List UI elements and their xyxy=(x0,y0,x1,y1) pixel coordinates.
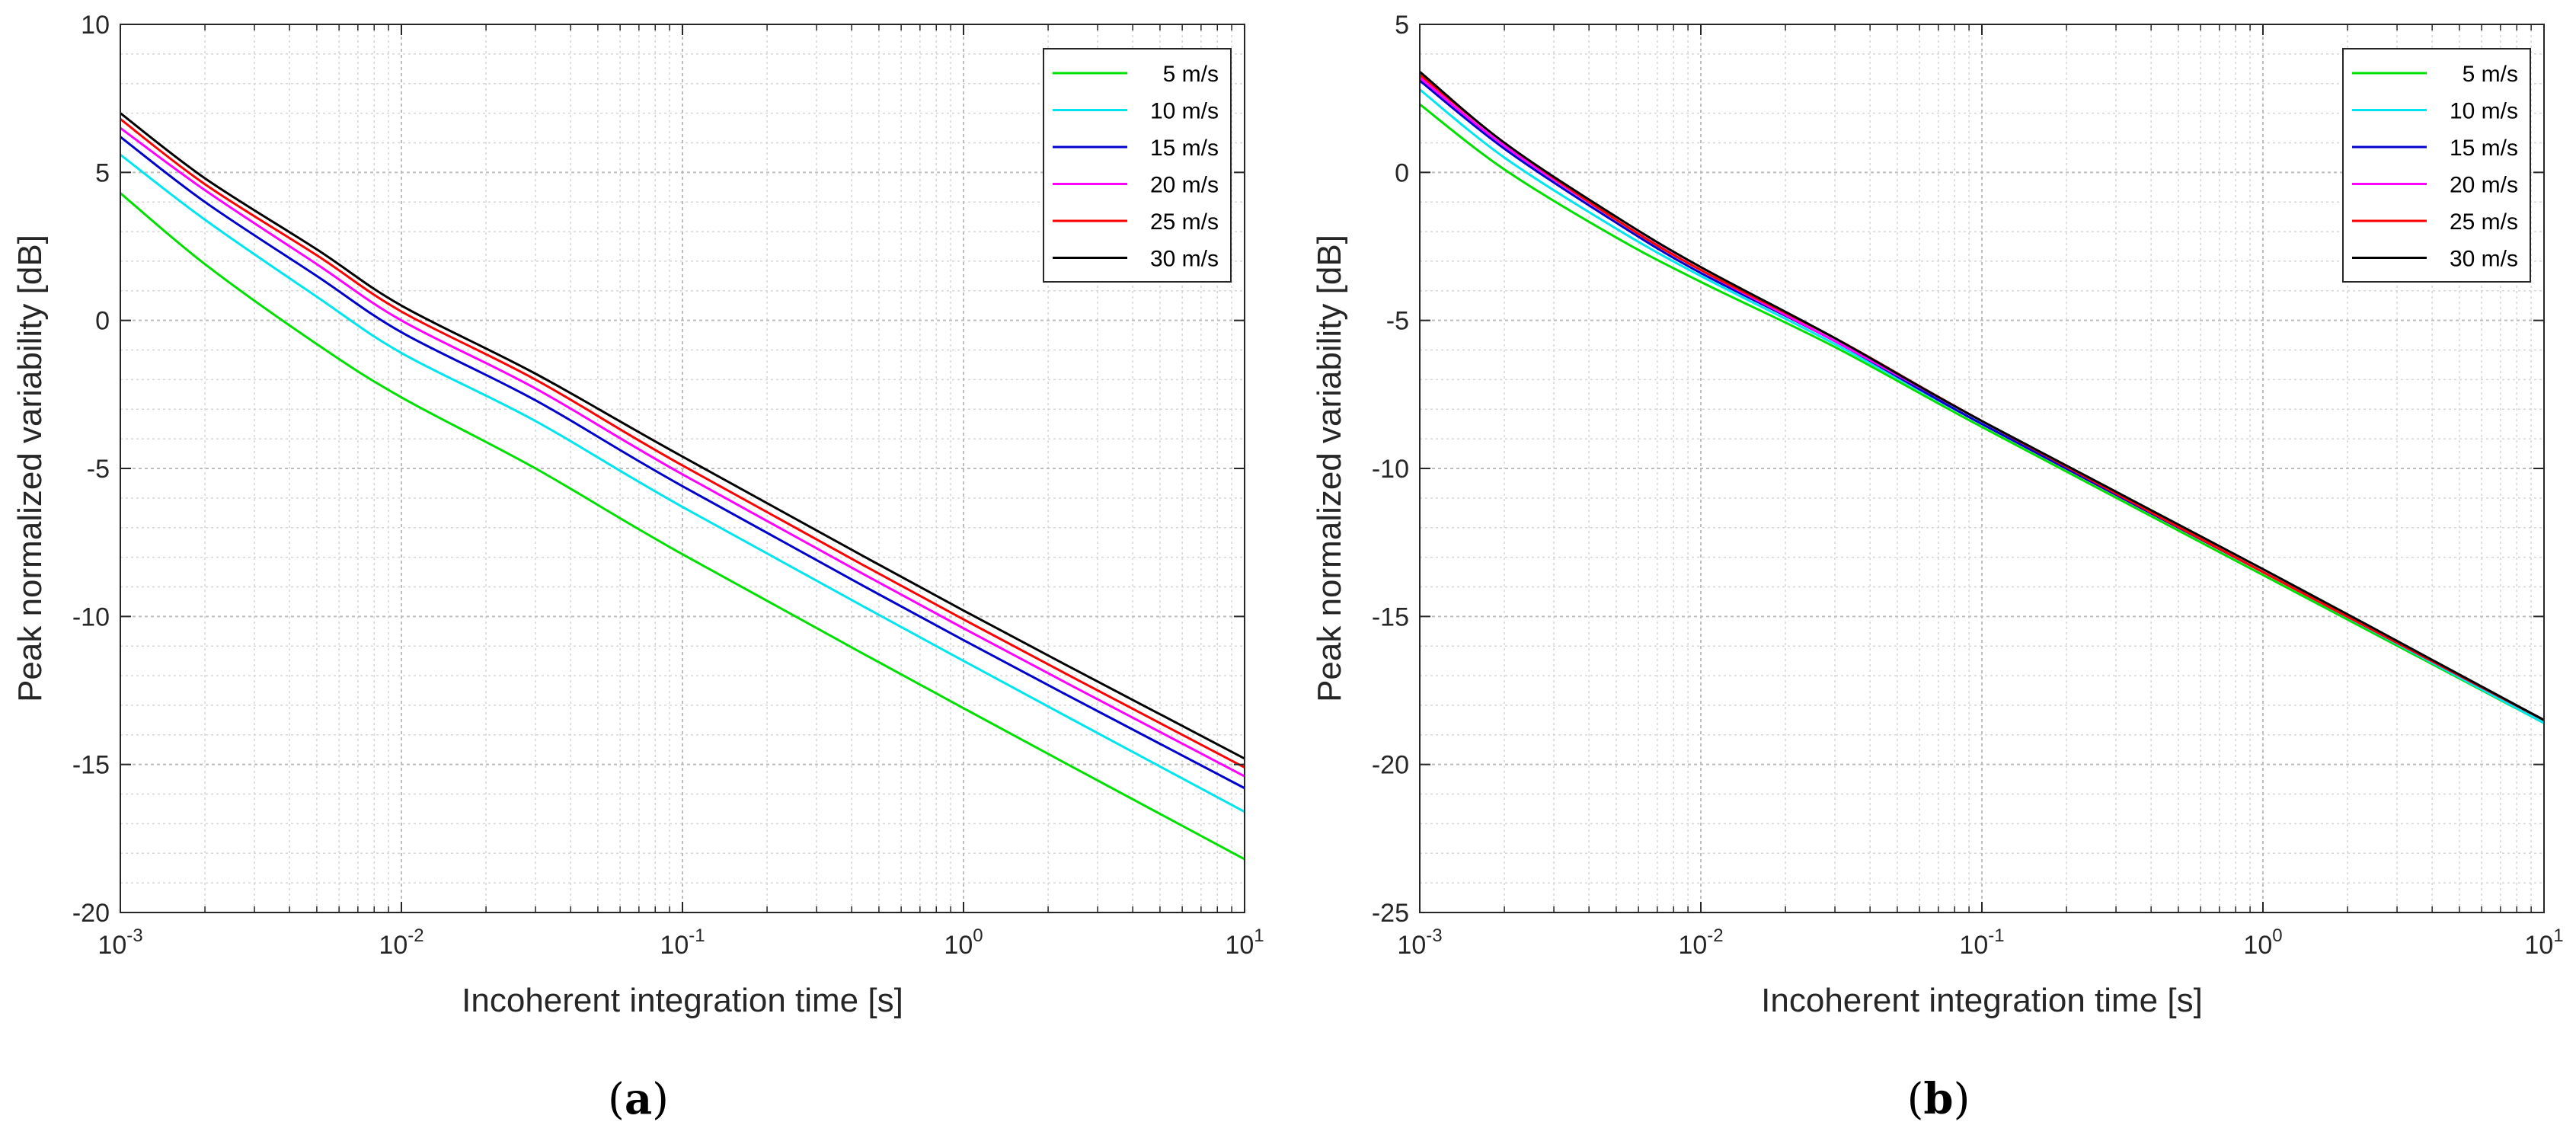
x-tick-label: 10-3 xyxy=(97,925,142,960)
legend: 5 m/s 10 m/s 15 m/s 20 m/s 25 m/s 30 m/s xyxy=(2342,48,2531,283)
legend-label: 30 m/s xyxy=(2450,247,2518,272)
x-axis-label: Incoherent integration time [s] xyxy=(1761,982,2203,1019)
x-tick-label: 101 xyxy=(2524,925,2563,960)
x-tick-label: 10-3 xyxy=(1397,925,1442,960)
y-tick-label: 5 xyxy=(1395,11,1409,40)
x-tick-label: 101 xyxy=(1225,925,1264,960)
x-tick-label: 10-2 xyxy=(1678,925,1723,960)
y-tick-label: 0 xyxy=(95,307,110,336)
y-tick-label: -5 xyxy=(87,455,110,484)
series-line-20ms xyxy=(120,126,1245,778)
legend: 5 m/s 10 m/s 15 m/s 20 m/s 25 m/s 30 m/s xyxy=(1043,48,1232,283)
y-tick-label: -10 xyxy=(1372,455,1409,484)
x-tick-label: 100 xyxy=(944,925,983,960)
legend-box xyxy=(1043,48,1232,283)
y-tick-label: 5 xyxy=(95,158,110,187)
grid xyxy=(1419,24,2545,913)
y-tick-label: -20 xyxy=(1372,751,1409,780)
y-tick-label: -20 xyxy=(72,899,110,928)
legend-box xyxy=(2342,48,2531,283)
series-lines xyxy=(1419,71,2545,724)
legend-label: 30 m/s xyxy=(1150,247,1219,272)
series-line-5ms xyxy=(1419,103,2545,724)
legend-label: 5 m/s xyxy=(1163,62,1219,87)
legend-label: 20 m/s xyxy=(2450,173,2518,198)
legend-label: 10 m/s xyxy=(2450,99,2518,124)
series-lines xyxy=(120,112,1245,861)
legend-label: 15 m/s xyxy=(2450,136,2518,161)
legend-label: 10 m/s xyxy=(1150,99,1219,124)
legend-label: 5 m/s xyxy=(2463,62,2518,87)
panel-caption: (a) xyxy=(608,1074,669,1124)
y-tick-label: -5 xyxy=(1386,307,1409,336)
series-line-10ms xyxy=(120,153,1245,813)
x-tick-label: 100 xyxy=(2243,925,2282,960)
y-axis-label: Peak normalized variability [dB] xyxy=(1311,235,1348,702)
y-tick-label: 10 xyxy=(81,11,110,40)
series-line-15ms xyxy=(120,136,1245,790)
series-line-30ms xyxy=(120,112,1245,760)
y-tick-label: -10 xyxy=(72,602,110,631)
series-line-5ms xyxy=(120,192,1245,861)
x-tick-label: 10-2 xyxy=(379,925,423,960)
panel-caption: (b) xyxy=(1907,1074,1970,1124)
y-tick-label: 0 xyxy=(1395,158,1409,187)
series-line-25ms xyxy=(120,118,1245,769)
y-axis-label: Peak normalized variability [dB] xyxy=(11,235,49,702)
legend-label: 20 m/s xyxy=(1150,173,1219,198)
y-tick-label: -15 xyxy=(72,751,110,780)
x-tick-label: 10-1 xyxy=(660,925,705,960)
x-axis-label: Incoherent integration time [s] xyxy=(462,982,903,1019)
legend-label: 25 m/s xyxy=(1150,209,1219,235)
y-tick-label: -15 xyxy=(1372,602,1409,631)
series-line-30ms xyxy=(1419,71,2545,721)
legend-label: 15 m/s xyxy=(1150,136,1219,161)
y-tick-label: -25 xyxy=(1372,899,1409,928)
x-tick-label: 10-1 xyxy=(1959,925,2004,960)
legend-label: 25 m/s xyxy=(2450,209,2518,235)
